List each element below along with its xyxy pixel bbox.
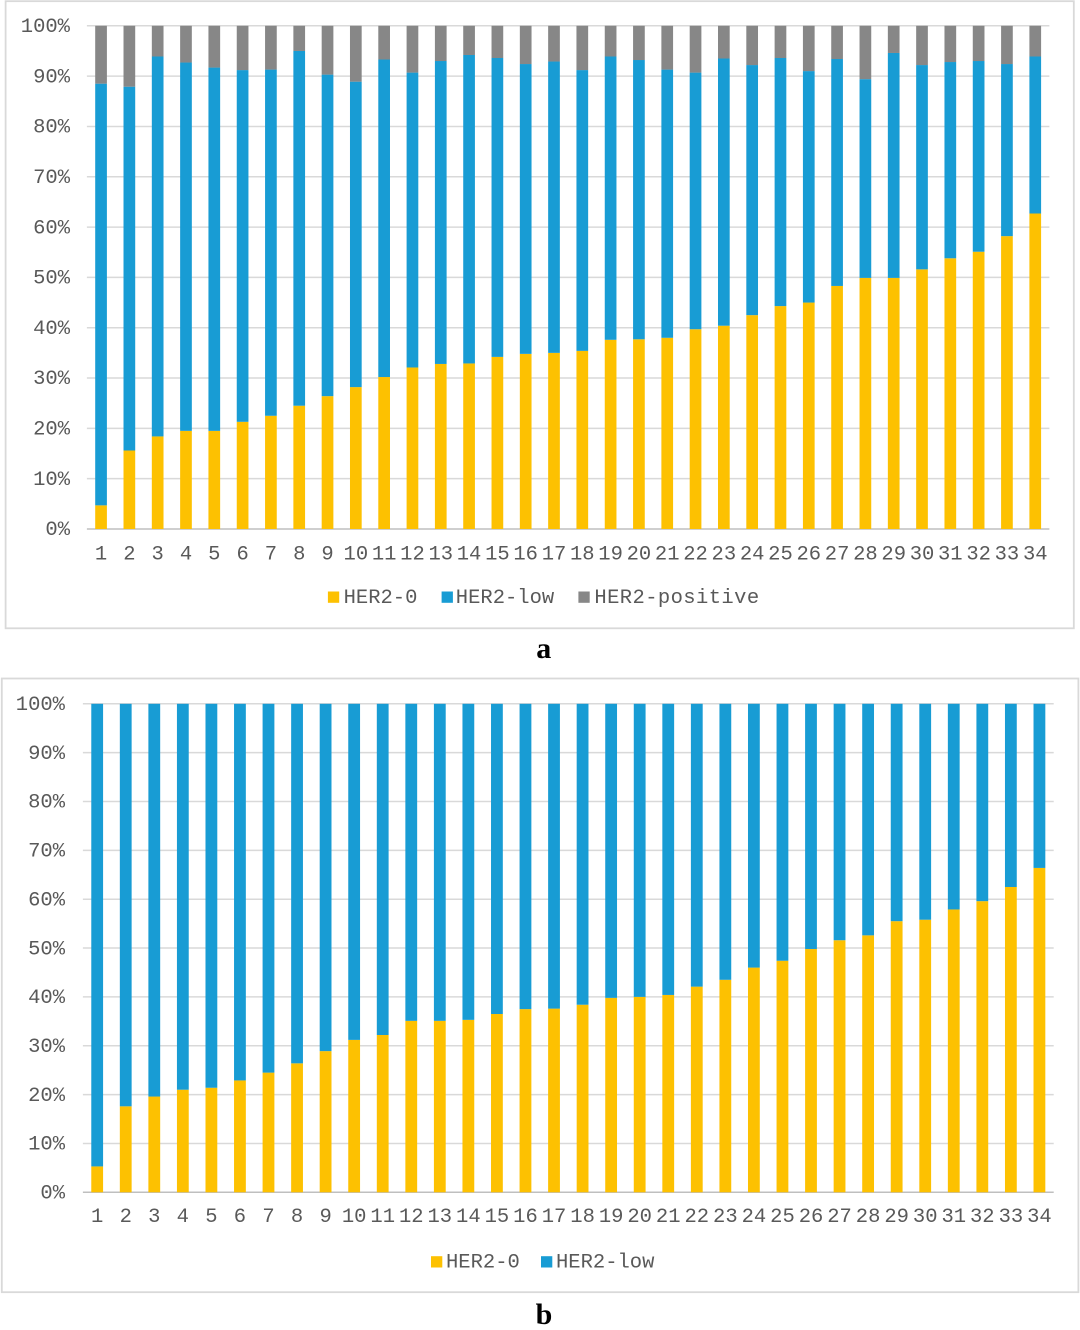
- svg-text:0%: 0%: [45, 519, 70, 542]
- svg-text:22: 22: [684, 1206, 709, 1229]
- svg-text:12: 12: [399, 1206, 424, 1229]
- svg-text:a: a: [536, 632, 551, 665]
- svg-text:60%: 60%: [28, 889, 66, 912]
- svg-text:40%: 40%: [28, 987, 66, 1010]
- svg-text:25: 25: [768, 544, 793, 567]
- svg-text:13: 13: [428, 1206, 453, 1229]
- svg-text:23: 23: [712, 544, 737, 567]
- svg-text:30%: 30%: [33, 368, 71, 391]
- svg-text:80%: 80%: [28, 792, 66, 815]
- svg-text:2: 2: [123, 544, 135, 567]
- svg-text:24: 24: [742, 1206, 767, 1229]
- svg-text:18: 18: [570, 544, 595, 567]
- svg-text:19: 19: [599, 1206, 624, 1229]
- svg-text:15: 15: [485, 544, 510, 567]
- svg-text:19: 19: [598, 544, 623, 567]
- svg-text:26: 26: [799, 1206, 824, 1229]
- svg-text:70%: 70%: [33, 167, 71, 190]
- svg-text:0%: 0%: [40, 1183, 65, 1206]
- svg-text:2: 2: [120, 1206, 132, 1229]
- svg-text:3: 3: [152, 544, 164, 567]
- svg-text:100%: 100%: [16, 694, 66, 717]
- svg-text:9: 9: [321, 544, 333, 567]
- svg-text:14: 14: [456, 1206, 481, 1229]
- svg-text:60%: 60%: [33, 217, 71, 240]
- svg-text:1: 1: [95, 544, 107, 567]
- svg-text:5: 5: [208, 544, 220, 567]
- svg-text:4: 4: [180, 544, 192, 567]
- svg-text:24: 24: [740, 544, 765, 567]
- svg-text:34: 34: [1023, 544, 1048, 567]
- svg-text:31: 31: [941, 1206, 966, 1229]
- svg-text:70%: 70%: [28, 841, 66, 864]
- svg-text:23: 23: [713, 1206, 738, 1229]
- svg-text:30: 30: [913, 1206, 938, 1229]
- svg-text:21: 21: [655, 544, 680, 567]
- svg-text:7: 7: [265, 544, 277, 567]
- svg-text:3: 3: [148, 1206, 160, 1229]
- svg-text:11: 11: [372, 544, 397, 567]
- svg-text:15: 15: [485, 1206, 510, 1229]
- svg-text:12: 12: [400, 544, 425, 567]
- svg-text:32: 32: [970, 1206, 995, 1229]
- svg-text:100%: 100%: [21, 16, 71, 39]
- svg-text:25: 25: [770, 1206, 795, 1229]
- svg-text:HER2-low: HER2-low: [456, 587, 555, 610]
- svg-text:33: 33: [995, 544, 1020, 567]
- svg-text:20%: 20%: [33, 419, 71, 442]
- svg-text:b: b: [536, 1298, 553, 1330]
- svg-text:1: 1: [91, 1206, 103, 1229]
- svg-text:14: 14: [457, 544, 482, 567]
- svg-text:8: 8: [291, 1206, 303, 1229]
- svg-text:11: 11: [370, 1206, 395, 1229]
- svg-text:20%: 20%: [28, 1085, 66, 1108]
- svg-text:13: 13: [428, 544, 453, 567]
- svg-text:20: 20: [627, 544, 652, 567]
- svg-text:40%: 40%: [33, 318, 71, 341]
- svg-text:7: 7: [262, 1206, 274, 1229]
- svg-text:50%: 50%: [28, 938, 66, 961]
- svg-text:10%: 10%: [33, 469, 71, 492]
- svg-text:26: 26: [796, 544, 821, 567]
- svg-text:17: 17: [542, 544, 567, 567]
- svg-text:28: 28: [856, 1206, 881, 1229]
- svg-text:29: 29: [881, 544, 906, 567]
- svg-text:27: 27: [827, 1206, 852, 1229]
- svg-text:80%: 80%: [33, 117, 71, 140]
- svg-text:9: 9: [319, 1206, 331, 1229]
- svg-text:10%: 10%: [28, 1134, 66, 1157]
- svg-text:HER2-0: HER2-0: [344, 587, 418, 610]
- svg-text:33: 33: [999, 1206, 1024, 1229]
- svg-text:5: 5: [205, 1206, 217, 1229]
- svg-text:34: 34: [1027, 1206, 1052, 1229]
- svg-text:HER2-positive: HER2-positive: [594, 587, 759, 610]
- svg-text:16: 16: [513, 544, 538, 567]
- svg-text:28: 28: [853, 544, 878, 567]
- svg-text:18: 18: [570, 1206, 595, 1229]
- svg-text:HER2-0: HER2-0: [446, 1252, 520, 1275]
- svg-text:17: 17: [542, 1206, 567, 1229]
- svg-text:10: 10: [344, 544, 369, 567]
- svg-text:16: 16: [513, 1206, 538, 1229]
- svg-text:21: 21: [656, 1206, 681, 1229]
- svg-text:90%: 90%: [28, 743, 66, 766]
- svg-text:6: 6: [234, 1206, 246, 1229]
- svg-text:HER2-low: HER2-low: [556, 1252, 655, 1275]
- svg-text:90%: 90%: [33, 66, 71, 89]
- svg-text:30%: 30%: [28, 1036, 66, 1059]
- svg-text:30: 30: [910, 544, 935, 567]
- svg-text:32: 32: [966, 544, 991, 567]
- svg-text:8: 8: [293, 544, 305, 567]
- svg-text:10: 10: [342, 1206, 367, 1229]
- svg-text:50%: 50%: [33, 268, 71, 291]
- svg-text:27: 27: [825, 544, 850, 567]
- svg-text:29: 29: [884, 1206, 909, 1229]
- svg-text:22: 22: [683, 544, 708, 567]
- svg-text:6: 6: [236, 544, 248, 567]
- svg-text:20: 20: [627, 1206, 652, 1229]
- svg-text:4: 4: [177, 1206, 189, 1229]
- svg-text:31: 31: [938, 544, 963, 567]
